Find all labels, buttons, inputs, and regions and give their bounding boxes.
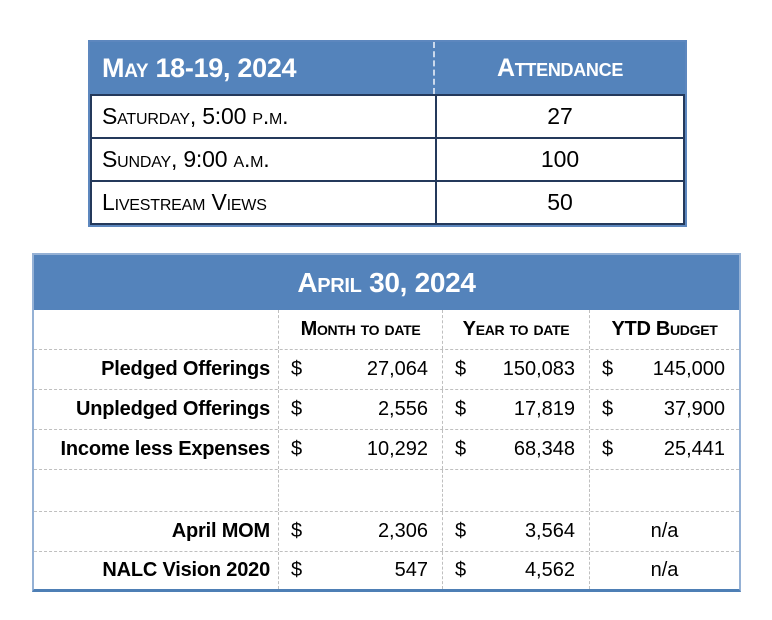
finance-row-label: Pledged Offerings xyxy=(34,350,279,389)
finance-cell-ytd-budget: n/a xyxy=(650,520,679,542)
amount: 2,556 xyxy=(377,398,428,420)
finance-cell-ytd-budget: $ 37,900 xyxy=(590,390,739,429)
currency-symbol: $ xyxy=(455,398,467,420)
amount: 25,441 xyxy=(663,438,725,460)
amount: 27,064 xyxy=(366,358,428,380)
finance-cell-month-to-date: $ 2,306 xyxy=(279,512,443,551)
finance-header-row: Month to date Year to date YTD Budget xyxy=(34,310,739,350)
amount: 10,292 xyxy=(366,438,428,460)
finance-cell-ytd-budget: $ 25,441 xyxy=(590,430,739,469)
finance-cell-month-to-date: $ 10,292 xyxy=(279,430,443,469)
finance-row-label: April MOM xyxy=(34,512,279,551)
finance-cell-month-to-date: $ 27,064 xyxy=(279,350,443,389)
currency-symbol: $ xyxy=(602,358,614,380)
finance-spacer-cell xyxy=(34,470,279,511)
attendance-row-label: Saturday, 5:00 p.m. xyxy=(92,96,437,137)
finance-cell-month-to-date: $ 547 xyxy=(279,552,443,589)
attendance-row-label: Sunday, 9:00 a.m. xyxy=(92,139,437,180)
amount: 4,562 xyxy=(524,559,575,581)
amount: 547 xyxy=(394,559,428,581)
finance-header-month-to-date: Month to date xyxy=(279,310,443,349)
currency-symbol: $ xyxy=(602,398,614,420)
currency-symbol: $ xyxy=(291,438,303,460)
attendance-table: May 18-19, 2024 Attendance Saturday, 5:0… xyxy=(88,40,687,227)
currency-symbol: $ xyxy=(455,438,467,460)
finance-header-ytd-budget: YTD Budget xyxy=(611,318,718,340)
attendance-row-value: 27 xyxy=(547,103,573,129)
amount: 68,348 xyxy=(513,438,575,460)
finance-spacer-cell xyxy=(279,470,443,511)
finance-row-label: NALC Vision 2020 xyxy=(34,552,279,589)
amount: 37,900 xyxy=(663,398,725,420)
currency-symbol: $ xyxy=(291,520,303,542)
finance-spacer-cell xyxy=(443,470,590,511)
finance-cell-year-to-date: $ 150,083 xyxy=(443,350,590,389)
amount: 3,564 xyxy=(524,520,575,542)
finance-table: April 30, 2024 Month to date Year to dat… xyxy=(32,253,741,592)
finance-row-income-less-expenses: Income less Expenses $ 10,292 $ 68,348 $… xyxy=(34,430,739,470)
attendance-row-label: Livestream Views xyxy=(92,182,437,223)
attendance-row: Saturday, 5:00 p.m. 27 xyxy=(92,96,683,139)
currency-symbol: $ xyxy=(455,559,467,581)
finance-table-title: April 30, 2024 xyxy=(34,255,739,310)
finance-cell-year-to-date: $ 68,348 xyxy=(443,430,590,469)
finance-cell-ytd-budget: n/a xyxy=(650,559,679,581)
finance-cell-year-to-date: $ 3,564 xyxy=(443,512,590,551)
attendance-table-title: May 18-19, 2024 xyxy=(90,42,435,94)
amount: 2,306 xyxy=(377,520,428,542)
currency-symbol: $ xyxy=(291,358,303,380)
attendance-row: Livestream Views 50 xyxy=(92,182,683,223)
finance-row-nalc-vision-2020: NALC Vision 2020 $ 547 $ 4,562 n/a xyxy=(34,552,739,589)
currency-symbol: $ xyxy=(291,559,303,581)
attendance-table-header: May 18-19, 2024 Attendance xyxy=(90,42,685,94)
finance-cell-year-to-date: $ 17,819 xyxy=(443,390,590,429)
attendance-row-value: 100 xyxy=(540,146,580,172)
amount: 145,000 xyxy=(652,358,725,380)
finance-cell-year-to-date: $ 4,562 xyxy=(443,552,590,589)
finance-spacer-cell xyxy=(590,470,739,511)
finance-spacer-row xyxy=(34,470,739,512)
finance-row-pledged-offerings: Pledged Offerings $ 27,064 $ 150,083 $ 1… xyxy=(34,350,739,390)
finance-row-unpledged-offerings: Unpledged Offerings $ 2,556 $ 17,819 $ 3… xyxy=(34,390,739,430)
currency-symbol: $ xyxy=(291,398,303,420)
finance-row-label: Income less Expenses xyxy=(34,430,279,469)
finance-header-year-to-date: Year to date xyxy=(443,310,590,349)
finance-row-label: Unpledged Offerings xyxy=(34,390,279,429)
finance-cell-month-to-date: $ 2,556 xyxy=(279,390,443,429)
amount: 17,819 xyxy=(513,398,575,420)
finance-cell-ytd-budget: $ 145,000 xyxy=(590,350,739,389)
attendance-row: Sunday, 9:00 a.m. 100 xyxy=(92,139,683,182)
amount: 150,083 xyxy=(502,358,575,380)
finance-header-empty xyxy=(34,310,279,349)
currency-symbol: $ xyxy=(602,438,614,460)
attendance-row-value: 50 xyxy=(547,189,573,215)
finance-row-april-mom: April MOM $ 2,306 $ 3,564 n/a xyxy=(34,512,739,552)
attendance-column-header: Attendance xyxy=(496,53,624,82)
attendance-table-body: Saturday, 5:00 p.m. 27 Sunday, 9:00 a.m.… xyxy=(90,94,685,225)
currency-symbol: $ xyxy=(455,520,467,542)
currency-symbol: $ xyxy=(455,358,467,380)
